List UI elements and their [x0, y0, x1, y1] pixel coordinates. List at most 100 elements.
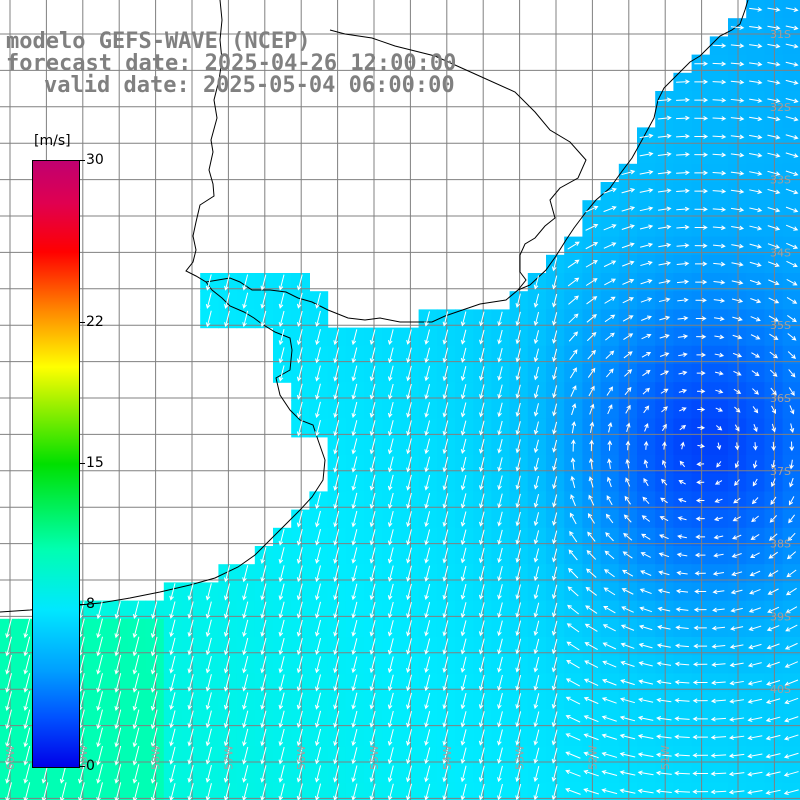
wind-arrow	[604, 296, 616, 304]
wind-arrow	[568, 567, 579, 579]
wind-arrow	[187, 619, 194, 638]
wind-arrow	[442, 347, 449, 364]
wind-arrow	[552, 439, 558, 453]
wind-arrow	[406, 601, 412, 619]
wind-arrow	[479, 420, 485, 436]
wind-arrow	[751, 352, 761, 358]
wind-arrow	[479, 347, 485, 363]
wind-arrow	[5, 691, 12, 712]
wind-arrow	[656, 734, 672, 739]
wind-arrow	[589, 439, 594, 452]
wind-arrow	[765, 716, 781, 723]
wind-arrow	[406, 474, 412, 491]
wind-arrow	[694, 170, 709, 176]
wind-arrow	[169, 710, 176, 729]
wind-arrow	[424, 511, 431, 528]
wind-arrow	[314, 710, 322, 728]
wind-arrow	[278, 274, 285, 291]
wind-arrow	[607, 404, 613, 415]
wind-arrow	[460, 638, 467, 655]
wind-arrow	[387, 638, 394, 655]
wind-arrow	[714, 480, 723, 485]
wind-arrow	[710, 735, 727, 740]
wind-arrow	[676, 224, 690, 230]
wind-arrow	[785, 98, 799, 104]
wind-arrow	[601, 697, 617, 704]
wind-arrow	[314, 728, 322, 747]
wind-arrow	[150, 654, 158, 675]
wind-arrow	[296, 692, 303, 710]
longitude-label: 59W	[77, 745, 90, 770]
wind-arrow	[260, 601, 267, 619]
wind-arrow	[96, 782, 103, 800]
wind-arrow	[587, 349, 596, 360]
wind-arrow	[552, 421, 558, 435]
wind-arrow	[638, 661, 653, 667]
wind-arrow	[114, 782, 122, 800]
wind-arrow	[187, 728, 194, 747]
wind-arrow	[768, 279, 780, 286]
wind-arrow	[767, 25, 781, 31]
wind-arrow	[551, 657, 558, 673]
wind-arrow	[711, 644, 726, 649]
wind-arrow	[478, 674, 485, 692]
wind-arrow	[619, 715, 636, 722]
wind-arrow	[565, 751, 581, 759]
wind-arrow	[748, 607, 762, 613]
wind-arrow	[602, 624, 616, 632]
wind-arrow	[621, 588, 634, 595]
wind-arrow	[442, 729, 449, 746]
wind-arrow	[442, 456, 449, 473]
wind-arrow	[551, 675, 558, 691]
wind-arrow	[789, 459, 794, 470]
wind-arrow	[497, 566, 503, 582]
wind-arrow	[552, 494, 558, 508]
wind-arrow	[460, 384, 467, 400]
wind-arrow	[731, 298, 744, 304]
wind-arrow	[114, 691, 122, 712]
wind-arrow	[770, 496, 777, 505]
wind-arrow	[460, 620, 467, 637]
wind-arrow	[205, 765, 212, 783]
wind-arrow	[533, 330, 540, 345]
wind-arrow	[747, 662, 762, 668]
wind-arrow	[351, 401, 358, 418]
wind-arrow	[749, 225, 763, 231]
wind-arrow	[749, 207, 763, 213]
colorbar-tick-mark	[79, 321, 85, 323]
wind-arrow	[747, 716, 763, 722]
wind-arrow	[751, 370, 760, 377]
wind-arrow	[619, 733, 636, 740]
wind-arrow	[460, 602, 467, 619]
wind-arrow	[205, 746, 212, 765]
wind-arrow	[333, 547, 340, 564]
wind-arrow	[732, 334, 743, 340]
wind-arrow	[460, 565, 467, 582]
wind-arrow	[278, 656, 285, 674]
wind-arrow	[714, 352, 725, 358]
wind-arrow	[767, 152, 781, 158]
wind-arrow	[205, 637, 212, 656]
wind-arrow	[748, 643, 762, 650]
wind-arrow	[497, 584, 503, 600]
wind-arrow	[730, 589, 743, 595]
wind-arrow	[515, 566, 521, 582]
wind-arrow	[442, 329, 449, 345]
wind-arrow	[442, 474, 449, 491]
wind-arrow	[533, 566, 540, 582]
wind-arrow	[637, 715, 654, 721]
wind-arrow	[710, 771, 727, 777]
wind-arrow	[676, 188, 690, 194]
wind-arrow	[676, 570, 688, 576]
wind-arrow	[424, 311, 431, 327]
wind-arrow	[695, 534, 706, 540]
wind-arrow	[351, 529, 358, 546]
wind-arrow	[369, 401, 376, 418]
wind-arrow	[625, 422, 631, 433]
wind-arrow	[584, 642, 598, 650]
wind-arrow	[676, 279, 690, 285]
wind-arrow	[369, 656, 376, 674]
wind-arrow	[406, 710, 412, 728]
wind-arrow	[278, 565, 285, 583]
wind-arrow	[712, 61, 727, 67]
